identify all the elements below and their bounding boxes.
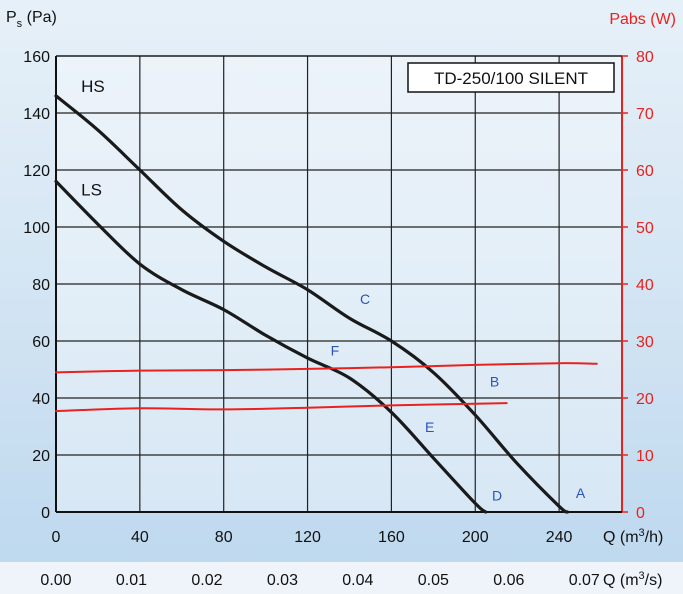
point-label-f: F xyxy=(331,342,340,358)
x-tick-label-m3h: 120 xyxy=(294,529,321,546)
x-title-m3h-end: /h) xyxy=(645,529,664,546)
y-left-tick-label: 160 xyxy=(23,49,50,66)
x-tick-label-m3s: 0.03 xyxy=(267,572,298,589)
point-label-a: A xyxy=(576,485,586,501)
x-title-m3s-main: Q (m xyxy=(603,572,639,589)
power-curve-3 xyxy=(55,402,508,413)
y-left-tick-label: 120 xyxy=(23,163,50,180)
y-right-tick-label: 80 xyxy=(636,49,654,66)
model-label: TD-250/100 SILENT xyxy=(434,69,588,88)
y-right-tick-label: 40 xyxy=(636,277,654,294)
y-left-tick-label: 40 xyxy=(32,391,50,408)
x-tick-label-m3s: 0.06 xyxy=(493,572,524,589)
x-tick-label-m3s: 0.02 xyxy=(191,572,222,589)
curve-ls xyxy=(54,179,488,514)
y-left-tick-label: 80 xyxy=(32,277,50,294)
x-tick-label-m3h: 40 xyxy=(131,529,149,546)
y-right-tick-label: 50 xyxy=(636,220,654,237)
y-left-tick-label: 100 xyxy=(23,220,50,237)
y-right-tick-label: 0 xyxy=(636,505,645,522)
axis-labels: Ps (Pa) Pabs (W) Q (m3/h) Q (m3/s) TD-25… xyxy=(6,9,676,589)
x-tick-label-m3h: 240 xyxy=(546,529,573,546)
x-tick-label-m3h: 80 xyxy=(215,529,233,546)
y-left-tick-label: 20 xyxy=(32,448,50,465)
series-label-ls: LS xyxy=(81,180,102,199)
x-title-m3h-sup: 3 xyxy=(639,527,645,539)
point-label-e: E xyxy=(425,419,434,435)
y-left-axis-title: Ps (Pa) xyxy=(6,9,57,30)
x-tick-label-m3s: 0.00 xyxy=(40,572,71,589)
x-tick-label-m3s: 0.07 xyxy=(569,572,600,589)
series-label-hs: HS xyxy=(81,77,105,96)
x-title-m3s-end: /s) xyxy=(645,572,663,589)
point-label-d: D xyxy=(492,488,502,504)
x-tick-label-m3h: 160 xyxy=(378,529,405,546)
secondary-axis-band xyxy=(0,562,683,594)
point-label-b: B xyxy=(490,374,499,390)
model-label-box xyxy=(407,62,615,93)
point-label-c: C xyxy=(360,291,370,307)
grid xyxy=(55,55,628,513)
curves xyxy=(54,94,598,514)
x-title-m3s-sup: 3 xyxy=(639,570,645,582)
y-left-title-sub: s xyxy=(17,18,23,30)
y-right-tick-label: 70 xyxy=(636,106,654,123)
y-right-tick-label: 60 xyxy=(636,163,654,180)
y-left-tick-label: 0 xyxy=(41,505,50,522)
x-tick-label-m3h: 0 xyxy=(52,529,61,546)
y-right-tick-label: 20 xyxy=(636,391,654,408)
x-tick-label-m3s: 0.05 xyxy=(418,572,449,589)
y-left-tick-label: 60 xyxy=(32,334,50,351)
y-right-axis-title: Pabs (W) xyxy=(609,11,676,28)
x-axis-title-m3s: Q (m3/s) xyxy=(603,570,662,589)
x-axis-title-m3h: Q (m3/h) xyxy=(603,527,663,546)
y-right-tick-label: 10 xyxy=(636,448,654,465)
y-left-tick-label: 140 xyxy=(23,106,50,123)
x-title-m3h-main: Q (m xyxy=(603,529,639,546)
x-tick-label-m3s: 0.01 xyxy=(116,572,147,589)
power-curve-2 xyxy=(55,362,598,374)
curve-hs xyxy=(54,94,570,514)
y-left-title-unit: (Pa) xyxy=(22,9,57,26)
y-left-title-main: P xyxy=(6,9,17,26)
x-tick-label-m3s: 0.04 xyxy=(342,572,373,589)
x-tick-label-m3h: 200 xyxy=(462,529,489,546)
y-right-tick-label: 30 xyxy=(636,334,654,351)
